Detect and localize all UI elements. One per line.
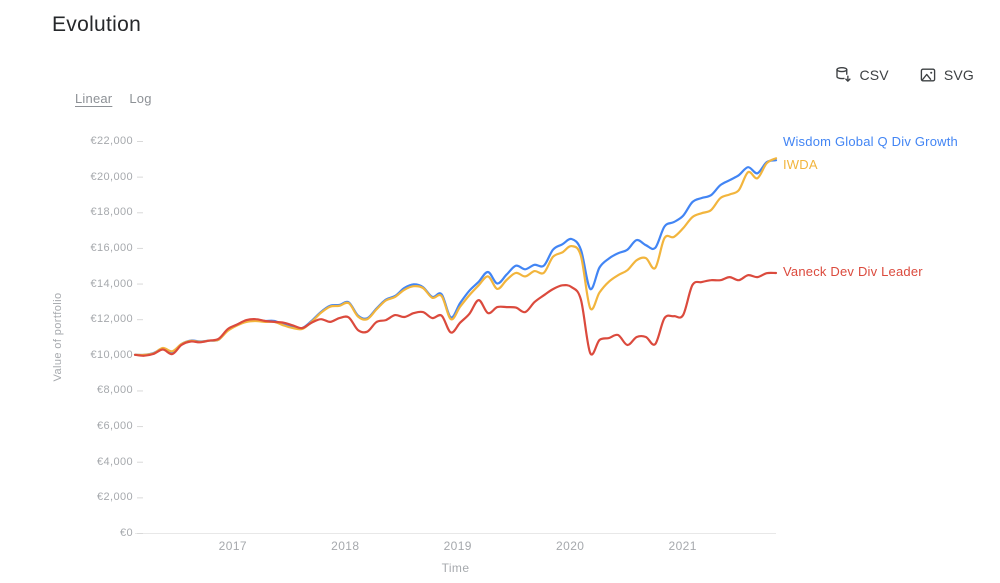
x-axis-tick-label: 2017 xyxy=(218,539,247,553)
scale-log-link[interactable]: Log xyxy=(129,91,152,106)
series-line-1 xyxy=(133,157,778,357)
export-toolbar: CSV SVG xyxy=(832,64,976,86)
x-axis-tick-label: 2020 xyxy=(556,539,585,553)
scale-linear-link[interactable]: Linear xyxy=(75,91,113,106)
series-label-1: IWDA xyxy=(783,157,818,172)
y-axis-tick-label: €10,000 xyxy=(90,348,133,361)
export-svg-label: SVG xyxy=(943,67,974,83)
y-axis-tick-label: €14,000 xyxy=(90,277,133,290)
y-axis-tick-label: €12,000 xyxy=(90,313,133,326)
y-axis-tick-label: €8,000 xyxy=(96,384,133,397)
y-axis-title: Value of portfolio xyxy=(52,292,64,382)
export-svg-button[interactable]: SVG xyxy=(917,64,976,86)
series-label-2: Vaneck Dev Div Leader xyxy=(783,264,923,279)
scale-toggle: Linear Log xyxy=(75,91,152,106)
y-axis-tick-label: €18,000 xyxy=(90,206,133,219)
x-axis-tick-label: 2019 xyxy=(443,539,472,553)
y-axis-tick-label: €0 xyxy=(119,527,133,539)
y-axis-tick-label: €6,000 xyxy=(96,420,133,433)
database-download-icon xyxy=(834,66,852,84)
image-icon xyxy=(919,66,937,84)
x-axis-title: Time xyxy=(441,561,470,575)
y-axis-tick-label: €2,000 xyxy=(96,491,133,504)
x-axis-tick-label: 2018 xyxy=(331,539,360,553)
x-axis-tick-label: 2021 xyxy=(668,539,697,553)
page-title: Evolution xyxy=(52,13,142,36)
export-csv-button[interactable]: CSV xyxy=(832,64,890,86)
series-label-0: Wisdom Global Q Div Growth xyxy=(783,134,958,149)
series-line-2 xyxy=(133,271,778,357)
y-axis-tick-label: €16,000 xyxy=(90,241,133,254)
series-line-0 xyxy=(133,159,778,357)
y-axis-tick-label: €22,000 xyxy=(90,135,133,147)
y-axis-tick-label: €20,000 xyxy=(90,170,133,183)
export-csv-label: CSV xyxy=(859,67,889,83)
y-axis-tick-label: €4,000 xyxy=(96,455,133,468)
